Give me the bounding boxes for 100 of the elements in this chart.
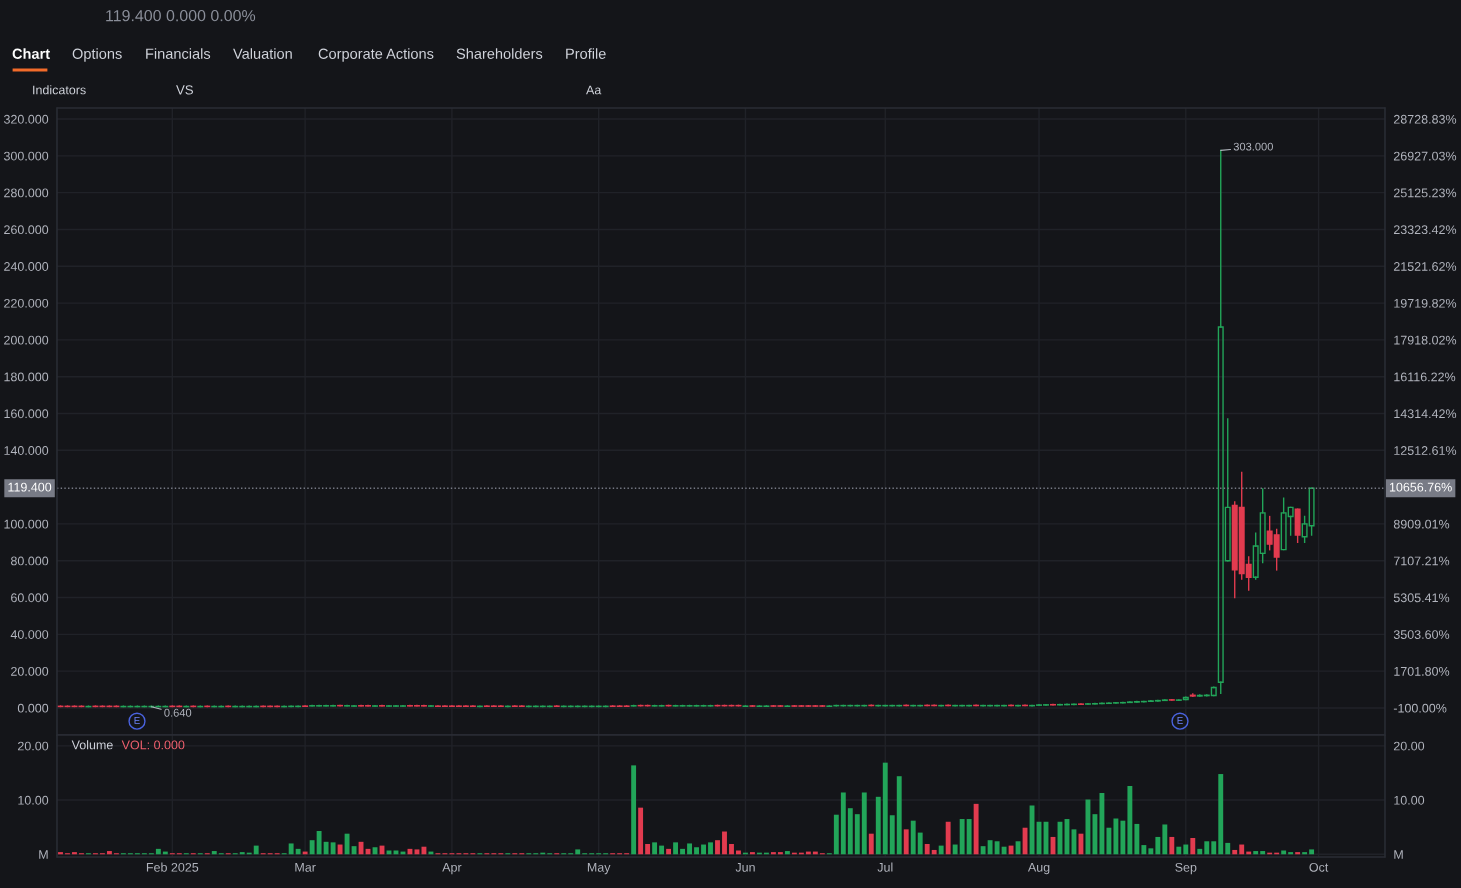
- bar: [715, 840, 720, 855]
- bar: [833, 814, 839, 855]
- bar: [659, 845, 665, 855]
- bar: [1309, 849, 1315, 855]
- bar: [938, 845, 944, 855]
- bar: [652, 842, 658, 855]
- bar: [847, 808, 853, 855]
- y-tick-label: 20.00: [18, 741, 49, 751]
- bar: [1204, 841, 1210, 855]
- text: 119.400 0.000 0.00%: [106, 9, 256, 22]
- bar: [694, 847, 699, 855]
- bar: [1155, 836, 1161, 855]
- bar: [1253, 851, 1259, 855]
- bar: [288, 843, 294, 855]
- bar: [1008, 845, 1014, 855]
- bar: [1099, 793, 1105, 855]
- bar: [854, 814, 860, 855]
- bar: [330, 842, 336, 855]
- text: Shareholders: [456, 48, 543, 59]
- text: Valuation: [233, 48, 292, 59]
- y-tick-label: 10.00: [18, 795, 49, 805]
- bar: [959, 819, 965, 855]
- bar: [666, 848, 672, 855]
- bar: [1295, 852, 1301, 855]
- bar: [701, 844, 706, 855]
- bar: [777, 852, 783, 855]
- bar: [1113, 818, 1119, 855]
- bar: [861, 792, 867, 855]
- bar: [882, 762, 888, 855]
- bar: [736, 850, 741, 855]
- bar: [750, 852, 755, 855]
- y2-tick-label: M: [1394, 850, 1403, 859]
- text: Indicators: [33, 85, 86, 95]
- bar: [896, 776, 902, 855]
- bar: [889, 815, 895, 855]
- y2-tick-label: 10.00: [1394, 795, 1425, 805]
- bar: [344, 833, 350, 855]
- bar: [253, 845, 259, 855]
- bar: [575, 849, 581, 855]
- bar: [1120, 820, 1126, 855]
- text: Options: [72, 48, 122, 62]
- x-tick-label: Jun: [735, 863, 755, 872]
- bar: [729, 843, 734, 855]
- bar: [708, 842, 713, 855]
- x-tick-label: Mar: [295, 863, 316, 872]
- text: Chart: [12, 48, 50, 59]
- y2-tick-label: 20.00: [1393, 741, 1425, 751]
- bar: [1162, 824, 1168, 855]
- x-tick-label: Aug: [1027, 863, 1050, 875]
- bar: [1169, 836, 1175, 855]
- annotation: VOL: 0.000: [121, 740, 185, 750]
- y-tick-label: M: [39, 850, 48, 859]
- bar: [211, 851, 217, 855]
- bar: [295, 848, 301, 855]
- bar: [917, 832, 923, 855]
- bar: [924, 843, 930, 855]
- bar: [645, 843, 651, 855]
- x-tick-label: May: [587, 863, 611, 875]
- x-tick-label: Oct: [1309, 862, 1329, 872]
- bar: [309, 840, 315, 855]
- bar: [323, 841, 329, 855]
- bar: [973, 803, 979, 855]
- bar: [1148, 848, 1154, 855]
- bar: [337, 844, 343, 855]
- bar: [106, 851, 112, 855]
- bar: [1260, 851, 1266, 855]
- bar: [1232, 849, 1238, 855]
- bar: [980, 846, 986, 855]
- text: Aa: [586, 85, 602, 95]
- bar: [945, 821, 951, 855]
- bar: [903, 829, 909, 855]
- bar: [1183, 844, 1189, 855]
- bar: [1134, 823, 1140, 855]
- bar: [1190, 838, 1196, 855]
- bar: [155, 848, 161, 855]
- bar: [1225, 842, 1231, 855]
- text: Profile: [566, 48, 606, 59]
- x-tick-label: Feb 2025: [146, 862, 199, 872]
- text: Financials: [146, 48, 211, 59]
- x-tick-label: Jul: [877, 862, 893, 872]
- bar: [1218, 774, 1224, 855]
- bar: [1106, 827, 1112, 855]
- bar: [687, 843, 692, 855]
- bar: [631, 765, 637, 855]
- bar: [316, 830, 322, 855]
- bar: [1239, 844, 1245, 855]
- bar: [868, 833, 874, 855]
- x-tick-label: Sep: [1175, 862, 1197, 875]
- bar: [72, 852, 77, 855]
- bar: [680, 848, 685, 855]
- bar: [784, 851, 790, 855]
- bar: [1197, 848, 1203, 855]
- bar: [1281, 850, 1287, 855]
- bar: [239, 852, 245, 855]
- bar: [840, 792, 846, 855]
- bar: [1141, 845, 1147, 855]
- bar: [58, 852, 63, 855]
- bar: [910, 820, 916, 855]
- bar: [1092, 814, 1098, 855]
- bar: [1001, 846, 1007, 855]
